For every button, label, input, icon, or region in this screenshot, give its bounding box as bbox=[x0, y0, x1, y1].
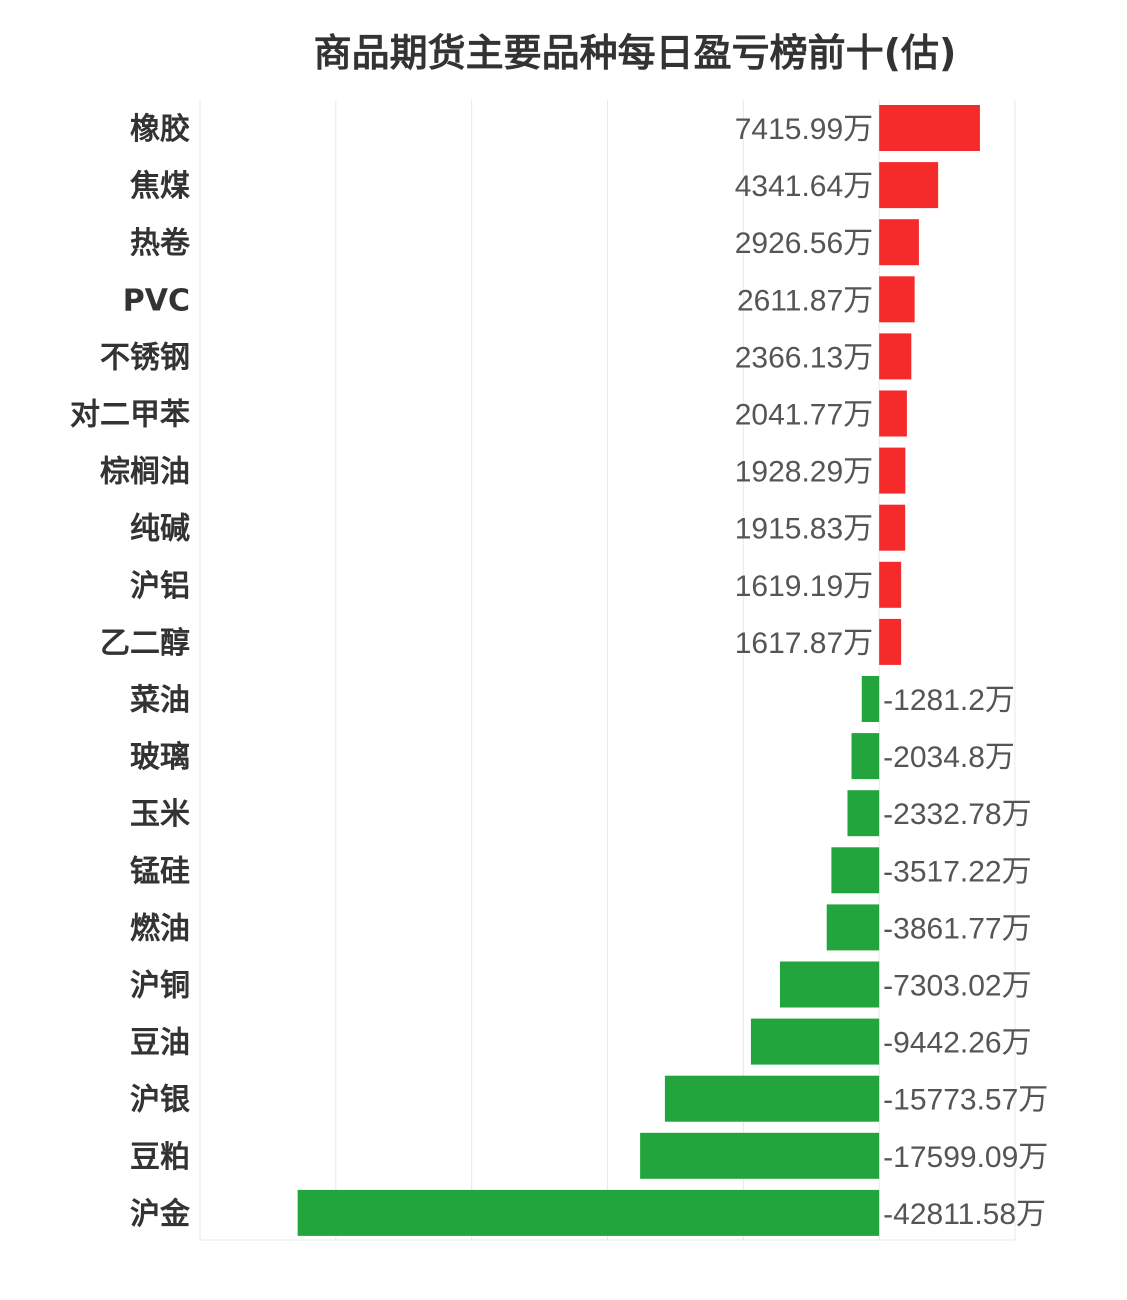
category-label: 纯碱 bbox=[130, 512, 190, 547]
bar bbox=[879, 105, 980, 151]
value-label: 1617.87万 bbox=[735, 627, 873, 660]
value-label: 2366.13万 bbox=[735, 341, 873, 374]
category-label: 焦煤 bbox=[130, 169, 190, 204]
value-label: 2611.87万 bbox=[737, 284, 873, 317]
bar bbox=[879, 276, 915, 323]
category-label: 玉米 bbox=[130, 797, 190, 832]
category-label: 燃油 bbox=[130, 911, 190, 946]
value-label: -1281.2万 bbox=[883, 684, 1015, 717]
bar bbox=[879, 390, 907, 437]
bar bbox=[879, 219, 919, 266]
bar bbox=[879, 333, 912, 380]
bar bbox=[779, 961, 880, 1008]
value-label: 7415.99万 bbox=[735, 113, 873, 146]
bar bbox=[861, 676, 880, 722]
category-label: PVC bbox=[123, 283, 190, 318]
value-label: 2926.56万 bbox=[735, 227, 873, 260]
category-label: 豆油 bbox=[130, 1026, 190, 1061]
value-label: -2332.78万 bbox=[883, 798, 1031, 831]
bars bbox=[297, 105, 980, 1236]
bar bbox=[879, 618, 902, 665]
bar bbox=[826, 904, 880, 951]
value-label: -2034.8万 bbox=[883, 741, 1015, 774]
value-label: 4341.64万 bbox=[735, 170, 873, 203]
value-label: -3517.22万 bbox=[883, 855, 1031, 888]
category-label: 沪银 bbox=[130, 1083, 190, 1118]
category-label: 热卷 bbox=[130, 226, 191, 261]
category-label: 沪铜 bbox=[130, 969, 190, 1004]
bar bbox=[879, 561, 902, 608]
category-label: 沪金 bbox=[130, 1197, 191, 1232]
bar bbox=[851, 733, 880, 780]
bar bbox=[664, 1075, 880, 1122]
category-label: 橡胶 bbox=[130, 112, 190, 147]
category-label: 玻璃 bbox=[130, 740, 190, 775]
category-label: 乙二醇 bbox=[100, 626, 190, 661]
category-label: 豆粕 bbox=[130, 1140, 190, 1175]
value-label: -3861.77万 bbox=[883, 912, 1031, 945]
bar bbox=[297, 1189, 880, 1236]
bar bbox=[879, 447, 906, 494]
bar bbox=[879, 504, 906, 551]
value-label: -42811.58万 bbox=[883, 1198, 1046, 1231]
bar bbox=[640, 1132, 880, 1179]
bar bbox=[750, 1018, 880, 1065]
category-label: 棕榈油 bbox=[100, 455, 190, 490]
value-label: 1915.83万 bbox=[735, 513, 873, 546]
value-label: -17599.09万 bbox=[883, 1141, 1048, 1174]
value-label: 1619.19万 bbox=[735, 570, 873, 603]
bar bbox=[831, 847, 880, 894]
bar bbox=[879, 162, 939, 209]
value-label: -7303.02万 bbox=[883, 970, 1031, 1003]
value-label: -15773.57万 bbox=[883, 1084, 1048, 1117]
category-label: 不锈钢 bbox=[100, 340, 190, 375]
value-label: 1928.29万 bbox=[735, 456, 873, 489]
value-label: -9442.26万 bbox=[883, 1027, 1031, 1060]
chart-title: 商品期货主要品种每日盈亏榜前十(估) bbox=[313, 31, 957, 75]
category-label: 对二甲苯 bbox=[70, 398, 190, 433]
category-label: 锰硅 bbox=[130, 854, 190, 889]
category-label: 沪铝 bbox=[130, 569, 190, 604]
value-label: 2041.77万 bbox=[735, 399, 873, 432]
grid-lines bbox=[199, 100, 1016, 1241]
bar bbox=[847, 790, 880, 837]
category-label: 菜油 bbox=[130, 683, 190, 718]
